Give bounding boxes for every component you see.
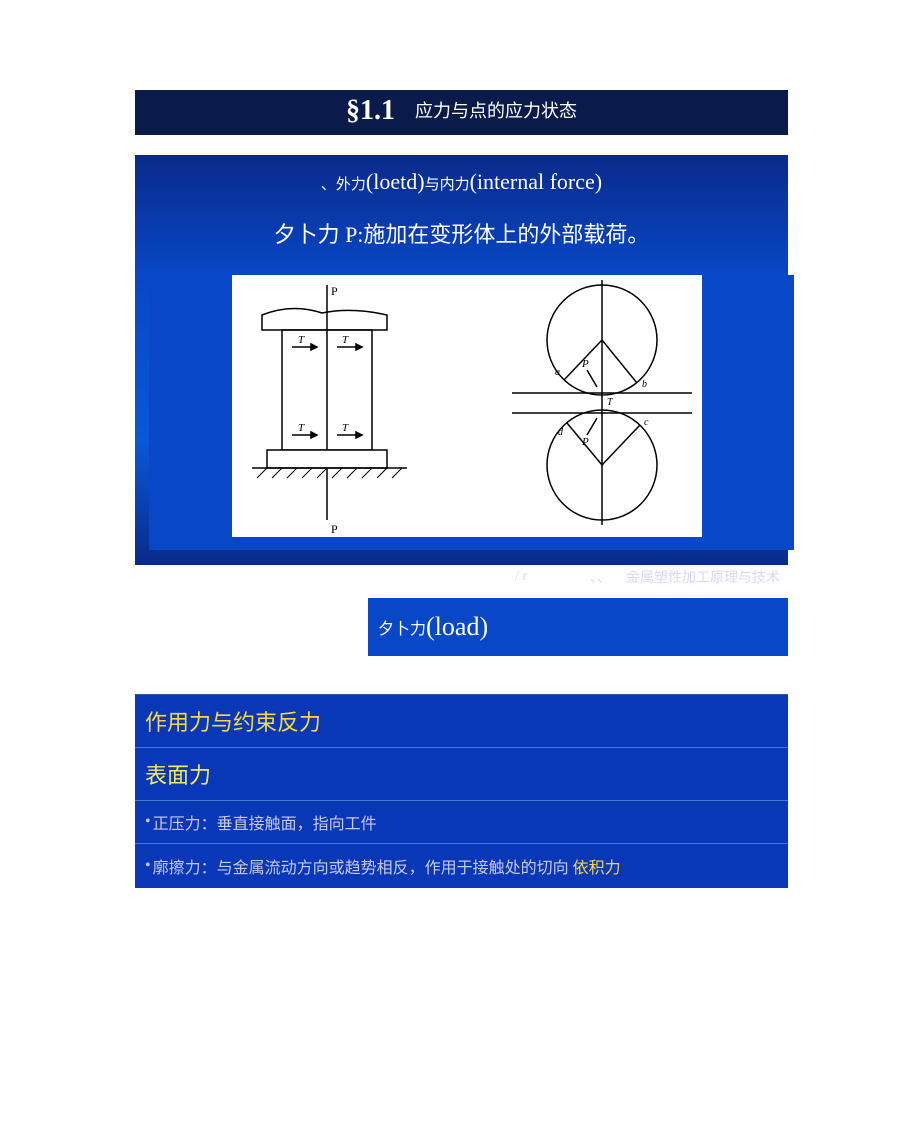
svg-text:T: T <box>342 422 349 434</box>
svg-text:P: P <box>581 358 589 370</box>
svg-text:T: T <box>298 334 305 346</box>
svg-text:b: b <box>642 379 647 390</box>
slide-footer: / r 、、 金属塑性加工原理与技术 <box>135 562 788 592</box>
engineering-diagram: P P T T T T <box>232 275 702 537</box>
bullet-icon: • <box>145 857 151 875</box>
svg-text:P: P <box>331 284 338 298</box>
footer-left: / r <box>515 569 527 585</box>
diagram-container: P P T T T T <box>149 275 794 550</box>
bullet-icon: • <box>145 813 151 831</box>
slide1-subtitle: 夕卜力 P:施加在变形体上的外部载荷。 <box>135 195 788 249</box>
row4-suffix: 依积力 <box>573 854 621 878</box>
footer-mid: 、、 <box>590 567 611 587</box>
section-number: §1.1 <box>346 95 395 127</box>
row1-text: 作用力与约束反力 <box>145 705 321 737</box>
load-heading-bar: 夕卜力(load) <box>368 598 788 656</box>
svg-text:c: c <box>644 417 649 428</box>
diagram-svg: P P T T T T <box>232 275 702 537</box>
footer-right: 金属塑性加工原理与技术 <box>626 567 780 587</box>
section-header: §1.1 应力与点的应力状态 <box>135 90 788 135</box>
row4-text: 廓擦力：与金属流动方向或趋势相反，作用于接触处的切向 <box>153 854 569 878</box>
row-action-reaction: 作用力与约束反力 <box>135 694 788 747</box>
svg-text:T: T <box>607 397 614 408</box>
svg-text:P: P <box>581 436 589 448</box>
svg-text:d: d <box>558 427 564 438</box>
row-normal-pressure: •正压力：垂直接触面，指向工件 <box>135 800 788 843</box>
title-paren1: (loetd) <box>366 169 425 194</box>
load-prefix: 夕卜力 <box>378 615 426 639</box>
load-paren: (load) <box>426 612 488 642</box>
svg-text:T: T <box>298 422 305 434</box>
slide-panel-1: 、外力(loetd)与内力(internal force) 夕卜力 P:施加在变… <box>135 155 788 565</box>
row3-text: 正压力：垂直接触面，指向工件 <box>153 810 377 834</box>
svg-text:P: P <box>331 522 338 536</box>
row2-text: 表面力 <box>145 758 211 790</box>
title-paren2: (internal force) <box>470 169 603 194</box>
row-surface-force: 表面力 <box>135 747 788 800</box>
svg-text:a: a <box>555 367 560 378</box>
force-types-list: 作用力与约束反力 表面力 •正压力：垂直接触面，指向工件 •廓擦力：与金属流动方… <box>135 694 788 888</box>
title-prefix: 、外力 <box>321 177 366 193</box>
section-title: 应力与点的应力状态 <box>415 97 577 123</box>
title-mid: 与内力 <box>425 177 470 193</box>
slide1-title: 、外力(loetd)与内力(internal force) <box>135 155 788 195</box>
svg-text:T: T <box>342 334 349 346</box>
row-friction-force: •廓擦力：与金属流动方向或趋势相反，作用于接触处的切向 依积力 <box>135 843 788 888</box>
